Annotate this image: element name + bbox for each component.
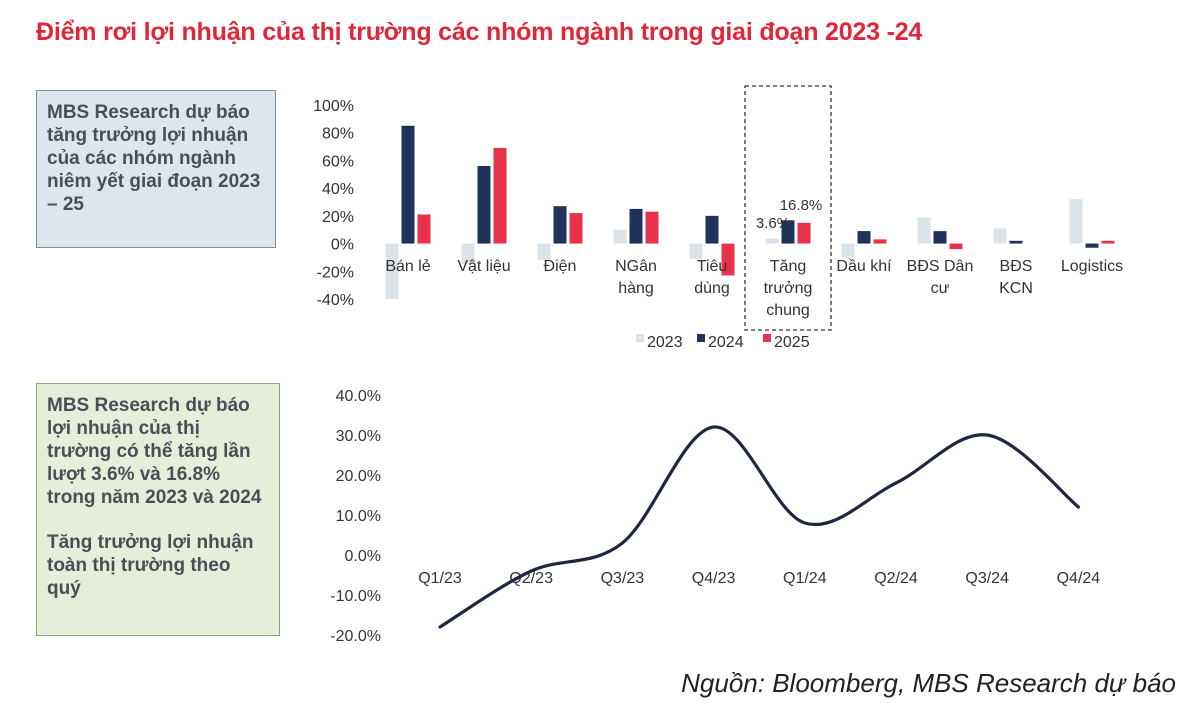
source-note: Nguồn: Bloomberg, MBS Research dự báo <box>681 668 1176 698</box>
bar-2025 <box>721 243 735 276</box>
bar-2023 <box>689 243 703 259</box>
bar-2025 <box>417 214 431 244</box>
category-label: Tiêu <box>697 258 728 275</box>
y-tick-label: 30.0% <box>336 428 381 445</box>
page-title: Điểm rơi lợi nhuận của thị trường các nh… <box>36 18 923 46</box>
bar-2023 <box>993 228 1007 244</box>
x-tick-label: Q2/24 <box>874 570 918 587</box>
category-label: chung <box>766 302 810 319</box>
legend-swatch-2024 <box>697 334 705 342</box>
y-tick-label: 0% <box>331 237 354 254</box>
category-label: Tăng <box>770 258 806 275</box>
bar-2025 <box>949 243 963 250</box>
category-label: Vật liệu <box>457 258 510 275</box>
highlight-box <box>744 85 832 331</box>
y-tick-label: -20.0% <box>330 628 381 645</box>
x-tick-label: Q1/24 <box>783 570 827 587</box>
x-tick-label: Q2/23 <box>509 570 553 587</box>
bar-2025 <box>569 213 583 244</box>
y-tick-label: 0.0% <box>345 548 381 565</box>
data-label-2023: 3.6% <box>756 215 790 232</box>
bar-2025 <box>645 211 659 244</box>
legend-label-2025: 2025 <box>774 334 810 351</box>
x-tick-label: Q3/23 <box>601 570 645 587</box>
bar-2024 <box>1085 243 1099 248</box>
y-tick-label: 40.0% <box>336 388 381 405</box>
y-tick-label: 40% <box>322 181 354 198</box>
bar-2025 <box>1101 240 1115 244</box>
y-tick-label: -10.0% <box>330 588 381 605</box>
forecast-note-market: MBS Research dự báo lợi nhuận của thị tr… <box>36 383 280 636</box>
category-label: trưởng <box>764 280 813 297</box>
category-label: Dầu khí <box>836 258 892 275</box>
y-tick-label: 100% <box>313 98 354 115</box>
category-label: dùng <box>694 280 730 297</box>
category-label: Điện <box>544 258 577 275</box>
category-label: hàng <box>618 280 654 297</box>
bar-2024 <box>781 220 795 244</box>
bar-2023 <box>1069 199 1083 244</box>
x-tick-label: Q3/24 <box>965 570 1009 587</box>
category-label: Bán lẻ <box>385 258 430 275</box>
data-label-2024: 16.8% <box>780 197 823 214</box>
bar-2025 <box>493 147 507 244</box>
y-tick-label: -40% <box>317 292 354 309</box>
category-label: KCN <box>999 280 1033 297</box>
bar-2023 <box>461 243 475 265</box>
category-label: NGân <box>615 258 657 275</box>
bar-2023 <box>765 238 779 244</box>
category-label: BĐS <box>1000 258 1033 275</box>
sector-profit-bar-chart: 100% 80% 60% 40% 20% 0% -20% -40% Bán lẻ Vật liệu… <box>313 85 1123 351</box>
bar-2024 <box>705 215 719 244</box>
y-tick-label: -20% <box>317 264 354 281</box>
y-tick-label: 20.0% <box>336 468 381 485</box>
bar-2023 <box>613 229 627 244</box>
category-label: Logistics <box>1061 258 1123 275</box>
x-tick-label: Q4/23 <box>692 570 736 587</box>
bar-2024 <box>629 208 643 244</box>
category-label: cư <box>931 280 950 297</box>
forecast-note-quarterly-text: Tăng trưởng lợi nhuận toàn thị trường th… <box>47 532 254 599</box>
forecast-note-sectors: MBS Research dự báo tăng trưởng lợi nhuậ… <box>36 90 276 248</box>
series-line <box>438 425 1080 629</box>
bar-2023 <box>917 217 931 244</box>
bar-2024 <box>401 125 415 244</box>
x-tick-label: Q1/23 <box>418 570 462 587</box>
legend-swatch-2023 <box>636 334 644 342</box>
forecast-note-market-text: MBS Research dự báo lợi nhuận của thị tr… <box>47 395 262 508</box>
y-tick-label: 20% <box>322 209 354 226</box>
bar-2025 <box>797 222 811 244</box>
legend-label-2023: 2023 <box>647 334 683 351</box>
legend-label-2024: 2024 <box>708 334 744 351</box>
category-label: BĐS Dân <box>907 258 974 275</box>
bar-2024 <box>857 231 871 244</box>
bar-2023 <box>385 243 399 299</box>
legend-swatch-2025 <box>763 334 771 342</box>
y-tick-label: 80% <box>322 126 354 143</box>
bar-2024 <box>477 165 491 244</box>
bar-2024 <box>553 206 567 244</box>
bar-2024 <box>1009 240 1023 244</box>
x-tick-label: Q4/24 <box>1057 570 1101 587</box>
bar-2023 <box>537 243 551 261</box>
y-tick-label: 60% <box>322 153 354 170</box>
bar-2023 <box>841 243 855 258</box>
bar-2024 <box>933 231 947 244</box>
y-tick-label: 10.0% <box>336 508 381 525</box>
bar-2025 <box>873 239 887 244</box>
